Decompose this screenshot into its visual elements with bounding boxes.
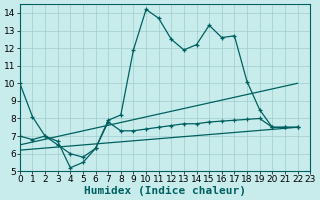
X-axis label: Humidex (Indice chaleur): Humidex (Indice chaleur) <box>84 186 246 196</box>
